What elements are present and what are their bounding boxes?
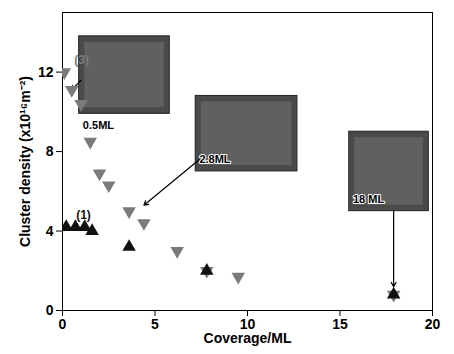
svg-text:Coverage/ML: Coverage/ML bbox=[204, 330, 292, 346]
svg-text:12: 12 bbox=[38, 64, 54, 80]
svg-text:0.5ML: 0.5ML bbox=[83, 119, 114, 131]
svg-text:Cluster density (x10¹⁶m⁻²): Cluster density (x10¹⁶m⁻²) bbox=[17, 76, 33, 247]
svg-text:0: 0 bbox=[46, 302, 54, 318]
svg-text:2.8ML: 2.8ML bbox=[199, 153, 230, 165]
svg-text:(1): (1) bbox=[76, 208, 91, 222]
svg-text:4: 4 bbox=[46, 223, 54, 239]
svg-text:20: 20 bbox=[425, 316, 441, 332]
svg-text:0: 0 bbox=[59, 316, 67, 332]
svg-text:18 ML: 18 ML bbox=[353, 193, 384, 205]
svg-text:8: 8 bbox=[46, 143, 54, 159]
svg-text:5: 5 bbox=[151, 316, 159, 332]
svg-text:(3): (3) bbox=[74, 53, 89, 67]
svg-text:10: 10 bbox=[239, 316, 256, 333]
svg-text:15: 15 bbox=[332, 316, 348, 332]
